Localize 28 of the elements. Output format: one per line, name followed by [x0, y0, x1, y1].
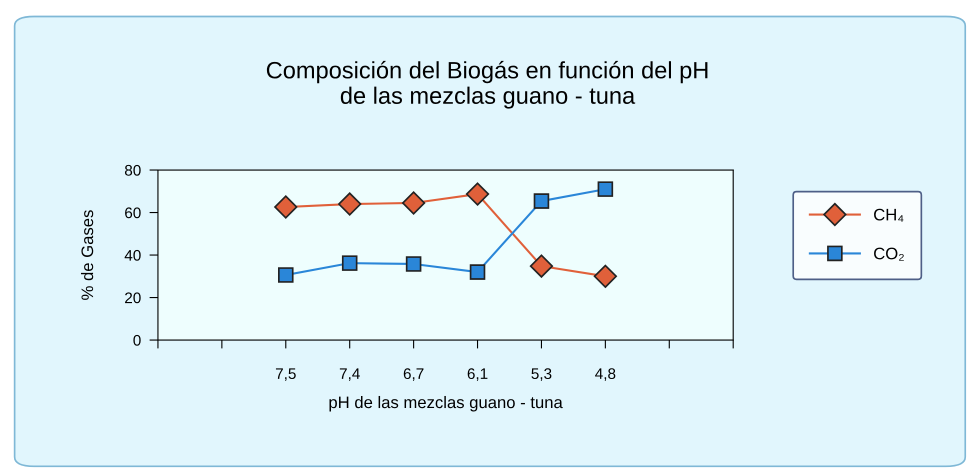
point	[406, 256, 422, 272]
point	[598, 181, 614, 197]
point	[342, 255, 358, 271]
y-tick-label: 80	[124, 164, 141, 176]
point	[594, 264, 618, 288]
x-tick-label: 6,1	[468, 368, 488, 381]
y-tick-label: 40	[124, 250, 141, 261]
x-tick-label: 5,3	[531, 368, 552, 381]
y-tick-label: 0	[133, 334, 141, 346]
chart-title: Composición del Biogás en función del pH de las mezclas guano - tuna	[266, 60, 708, 109]
x-tick-label: 4,8	[595, 368, 616, 381]
x-axis-title: pH de las mezclas guano - tuna	[329, 396, 563, 412]
point	[534, 193, 550, 209]
point	[274, 195, 298, 219]
x-tick-label: 7,5	[276, 368, 296, 381]
point	[278, 267, 294, 283]
point	[402, 191, 426, 215]
y-tick-label: 20	[125, 292, 141, 304]
point	[466, 182, 490, 206]
x-tick-label: 7,4	[340, 368, 360, 381]
point	[338, 192, 362, 216]
y-axis-title: % de Gases	[80, 210, 94, 300]
point	[470, 264, 486, 280]
legend-label: CO₂	[874, 248, 904, 261]
x-tick-label: 6,7	[404, 368, 424, 381]
point	[530, 254, 554, 278]
y-tick-label: 60	[125, 207, 141, 218]
legend-label: CH₄	[874, 208, 904, 222]
